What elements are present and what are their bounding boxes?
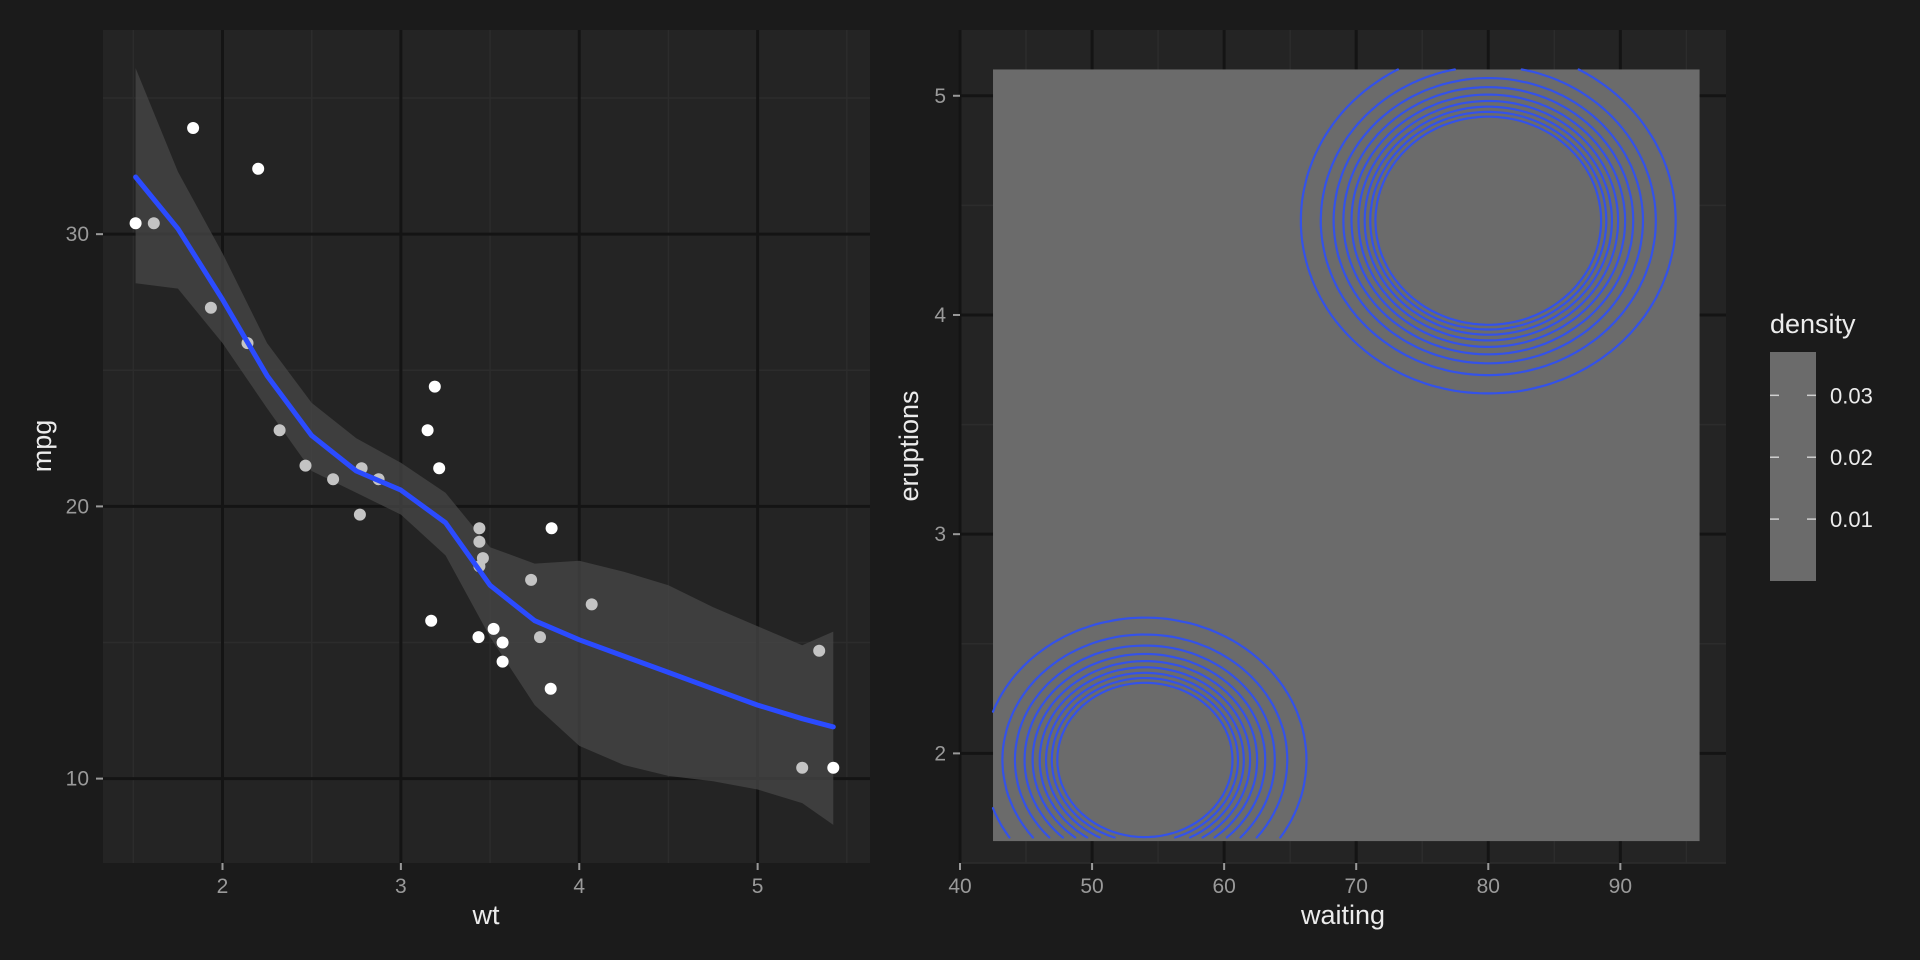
contour-line [1001, 68, 1657, 839]
x-tick-label: 90 [1609, 875, 1632, 898]
x-tick-label: 2 [217, 875, 229, 898]
legend-colorbar [1770, 352, 1816, 581]
y-axis-label-mpg: mpg [27, 420, 57, 473]
x-tick-label: 70 [1345, 875, 1368, 898]
data-point [425, 614, 438, 627]
x-tick-label: 60 [1212, 875, 1235, 898]
data-point [585, 598, 598, 611]
data-point [496, 636, 509, 649]
data-point [129, 217, 142, 230]
scatter-grid [103, 30, 870, 863]
data-point [545, 522, 558, 535]
x-tick-label: 50 [1080, 875, 1103, 898]
scatter-axes: 2 3 4 5 10 20 30 [66, 223, 764, 898]
confidence-ribbon [135, 68, 834, 825]
data-point [544, 682, 557, 695]
data-point [147, 217, 160, 230]
data-point [796, 761, 809, 774]
data-point [353, 508, 366, 521]
data-point [252, 162, 265, 175]
legend-title: density [1770, 309, 1856, 339]
x-tick-label: 3 [395, 875, 407, 898]
data-point [473, 522, 486, 535]
data-point [496, 655, 509, 668]
contour-line [1023, 86, 1635, 839]
contour-line [1050, 110, 1608, 839]
legend-ticks: 0.01 0.02 0.03 [1770, 383, 1873, 532]
x-tick-label: 40 [948, 875, 971, 898]
x-axis-label-wt: wt [472, 900, 500, 930]
data-point [187, 122, 200, 134]
y-axis-label-eruptions: eruptions [894, 390, 924, 501]
smooth-line [133, 174, 836, 730]
y-tick-label: 2 [934, 742, 946, 765]
contour-line [1031, 93, 1627, 839]
contour-line [1056, 115, 1603, 839]
data-point [433, 462, 446, 475]
data-point [421, 424, 434, 437]
y-tick-label: 10 [66, 768, 89, 791]
contour-line [991, 68, 1677, 839]
contour-line [1044, 105, 1613, 839]
contour-line [1038, 99, 1620, 839]
data-point [534, 631, 546, 644]
data-point [273, 424, 286, 437]
y-tick-label: 5 [934, 85, 946, 108]
y-tick-label: 3 [934, 523, 946, 546]
density-panel: 40 50 60 70 80 90 2 3 4 5 waiting eruptions [894, 30, 1726, 930]
density-legend: density 0.01 0.02 0.03 [1770, 309, 1873, 581]
legend-label: 0.01 [1830, 507, 1873, 532]
y-tick-label: 20 [66, 495, 89, 518]
data-point [473, 535, 486, 548]
data-point [813, 644, 826, 657]
data-point [204, 301, 217, 314]
density-contours [991, 68, 1677, 839]
x-tick-label: 5 [752, 875, 764, 898]
x-axis-label-waiting: waiting [1300, 900, 1385, 930]
legend-label: 0.02 [1830, 445, 1873, 470]
data-point [472, 631, 485, 644]
data-point [428, 380, 441, 393]
scatter-panel: 2 3 4 5 10 20 30 wt mpg [27, 30, 870, 930]
data-point [327, 473, 340, 486]
legend-label: 0.03 [1830, 383, 1873, 408]
x-tick-label: 80 [1477, 875, 1500, 898]
contour-line [1013, 77, 1645, 839]
data-point [299, 459, 312, 472]
data-point [525, 573, 538, 586]
y-tick-label: 4 [934, 304, 946, 327]
y-tick-label: 30 [66, 223, 89, 246]
data-point [487, 622, 500, 635]
data-point [827, 761, 840, 774]
x-tick-label: 4 [573, 875, 585, 898]
density-axes: 40 50 60 70 80 90 2 3 4 5 [934, 85, 1632, 898]
